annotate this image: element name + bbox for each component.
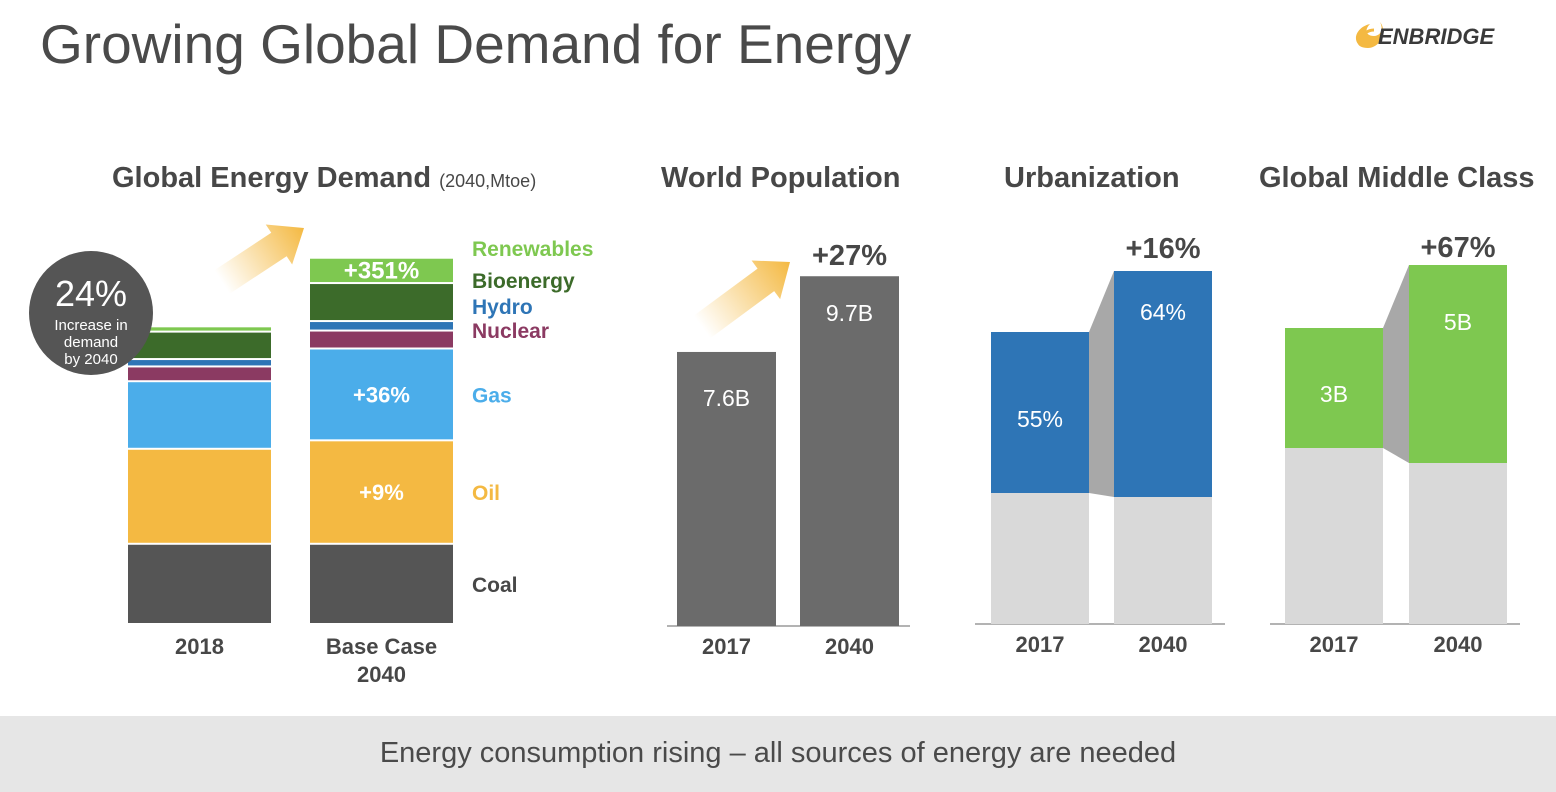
connector-middle <box>1383 265 1409 463</box>
footer-text: Energy consumption rising – all sources … <box>379 737 1177 769</box>
data-label-urban-1: 64% <box>1140 299 1186 325</box>
bar-nuclear-0 <box>128 367 271 381</box>
x-tick-label-1-1: 2040 <box>357 662 406 687</box>
change-label-middle: +67% <box>1421 232 1496 264</box>
data-label-middle-0: 3B <box>1320 381 1348 407</box>
data-label-population-1: 9.7B <box>826 300 873 326</box>
bar-base-urban-0 <box>991 493 1089 624</box>
callout-text-0: Increase in <box>54 317 127 334</box>
x-tick-label-urban-1: 2040 <box>1139 632 1188 657</box>
legend-gas: Gas <box>472 384 512 407</box>
growth-arrow-energy <box>214 224 304 294</box>
x-tick-label-middle-0: 2017 <box>1310 632 1359 657</box>
bar-population-1 <box>800 276 899 626</box>
x-tick-label-population-1: 2040 <box>825 634 874 659</box>
legend-bioenergy: Bioenergy <box>472 270 575 293</box>
growth-arrow-population <box>693 260 790 339</box>
logo-text: ENBRIDGE <box>1378 24 1495 49</box>
legend-nuclear: Nuclear <box>472 320 549 343</box>
bar-renewables-0 <box>128 327 271 331</box>
legend-coal: Coal <box>472 574 518 597</box>
change-label-population: +27% <box>812 240 887 272</box>
callout-text-1: demand <box>64 334 118 351</box>
world-population-title: World Population <box>661 162 901 194</box>
bar-bioenergy-1 <box>310 284 453 321</box>
data-label-gas-1: +36% <box>353 382 410 407</box>
enbridge-logo: ENBRIDGE <box>1350 14 1520 62</box>
bar-population-0 <box>677 351 776 626</box>
bar-renewables-1 <box>310 258 453 283</box>
change-label-urban: +16% <box>1126 233 1201 265</box>
x-tick-label-population-0: 2017 <box>702 634 751 659</box>
bar-bioenergy-0 <box>128 332 271 359</box>
bar-coal-1 <box>310 544 453 623</box>
bar-middle-0 <box>1285 328 1383 448</box>
legend-renewables: Renewables <box>472 238 593 261</box>
bar-hydro-1 <box>310 322 453 330</box>
bar-middle-1 <box>1409 265 1507 463</box>
bar-gas-1 <box>310 349 453 440</box>
enbridge-flame-icon <box>1355 22 1384 48</box>
bar-urban-0 <box>991 332 1089 493</box>
bar-urban-1 <box>1114 271 1212 497</box>
bar-coal-0 <box>128 544 271 623</box>
x-tick-label-middle-1: 2040 <box>1434 632 1483 657</box>
callout-value: 24% <box>55 273 127 314</box>
bar-hydro-0 <box>128 360 271 366</box>
connector-urban <box>1089 271 1114 497</box>
bar-gas-0 <box>128 382 271 448</box>
bar-nuclear-1 <box>310 331 453 348</box>
x-tick-label-1-0: Base Case <box>326 634 437 659</box>
bar-base-urban-1 <box>1114 497 1212 624</box>
urbanization-title: Urbanization <box>1004 162 1180 194</box>
callout-text-2: by 2040 <box>64 351 117 368</box>
bar-base-middle-0 <box>1285 448 1383 624</box>
data-label-population-0: 7.6B <box>703 385 750 411</box>
legend-hydro: Hydro <box>472 296 533 319</box>
data-label-renewables-1: +351% <box>344 257 419 284</box>
page-title: Growing Global Demand for Energy <box>40 13 912 75</box>
footer-band <box>0 716 1556 792</box>
callout-circle <box>29 251 153 375</box>
data-label-urban-0: 55% <box>1017 406 1063 432</box>
legend-oil: Oil <box>472 482 500 505</box>
energy-demand-title-text: Global Energy Demand <box>112 162 432 194</box>
energy-demand-title: Global Energy Demand (2040,Mtoe) <box>112 162 536 195</box>
x-tick-label-0-0: 2018 <box>175 634 224 659</box>
energy-demand-subtitle: (2040,Mtoe) <box>439 171 537 191</box>
middle-class-title: Global Middle Class <box>1259 162 1535 194</box>
data-label-oil-1: +9% <box>359 480 404 505</box>
bar-oil-1 <box>310 441 453 543</box>
bar-base-middle-1 <box>1409 463 1507 624</box>
data-label-middle-1: 5B <box>1444 309 1472 335</box>
x-tick-label-urban-0: 2017 <box>1016 632 1065 657</box>
bar-oil-0 <box>128 449 271 543</box>
